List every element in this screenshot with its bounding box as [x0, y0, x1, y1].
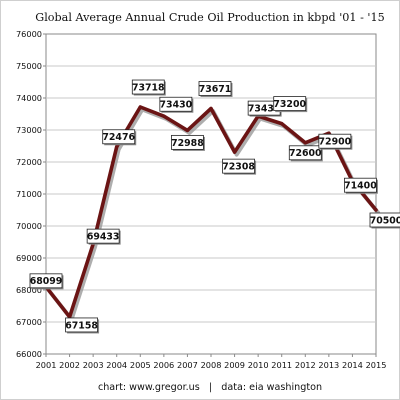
data-label-text: 72308: [222, 162, 255, 173]
data-label-text: 73718: [132, 82, 165, 93]
data-label-box: [102, 129, 136, 145]
data-label-box: [369, 212, 400, 228]
data-label-box: [86, 228, 120, 244]
x-tick-label: 2009: [224, 360, 245, 370]
x-tick-label: 2010: [248, 360, 269, 370]
data-label: 73200: [273, 96, 308, 113]
data-label-box: [318, 133, 352, 149]
x-tick-label: 2007: [177, 360, 198, 370]
data-label: 67158: [65, 317, 100, 334]
data-point: [162, 114, 166, 118]
data-point: [209, 106, 213, 111]
data-label: 73430: [159, 96, 194, 113]
y-tick-label: 72000: [16, 157, 42, 167]
data-point: [374, 208, 378, 212]
data-point: [115, 145, 119, 149]
x-tick-label: 2013: [318, 360, 339, 370]
data-label: 72900: [318, 133, 353, 150]
data-label-text: 72988: [171, 138, 204, 149]
data-label-box: [29, 273, 63, 289]
data-label-text: 72600: [289, 148, 322, 159]
data-label-text: 69433: [87, 232, 120, 243]
data-label-text: 73671: [199, 84, 232, 95]
data-label: 72476: [102, 129, 137, 146]
data-label-text: 70500: [370, 215, 400, 226]
data-label-text: 72900: [319, 137, 352, 148]
chart-credit: chart: www.gregor.us | data: eia washing…: [98, 382, 322, 393]
data-label-box: [344, 177, 377, 193]
data-label-text: 73200: [273, 99, 306, 110]
data-label-box: [159, 96, 193, 112]
data-label: 72600: [288, 145, 323, 162]
y-tick-label: 75000: [16, 61, 42, 71]
data-labels: 68099 67158 69433 72476 73718 73430 72988 73671…: [29, 79, 400, 334]
x-tick-label: 2004: [106, 360, 127, 370]
data-point: [280, 122, 284, 126]
x-tick-label: 2012: [295, 360, 316, 370]
x-tick-label: 2003: [83, 360, 104, 370]
data-label-box: [198, 81, 232, 96]
data-label-box: [288, 145, 322, 161]
y-tick-label: 73000: [16, 125, 42, 135]
x-tick-label: 2008: [201, 360, 222, 370]
x-tick-label: 2015: [366, 360, 387, 370]
data-label-text: 67158: [65, 320, 98, 331]
data-point: [232, 150, 237, 154]
y-tick-label: 74000: [16, 93, 42, 103]
data-label: 73718: [131, 79, 166, 96]
data-label-box: [131, 79, 165, 95]
y-tick-label: 70000: [16, 221, 42, 231]
data-label-text: 72476: [102, 132, 135, 143]
y-tick-label: 71000: [16, 189, 42, 199]
data-label-box: [222, 158, 255, 174]
data-label: 71400: [344, 177, 378, 194]
data-label-box: [273, 96, 307, 111]
data-label-text: 68099: [30, 276, 63, 287]
y-tick-label: 69000: [16, 253, 42, 263]
data-point: [303, 141, 307, 145]
y-tick-label: 68000: [16, 285, 42, 295]
data-label-box: [65, 317, 98, 333]
y-tick-label: 66000: [16, 349, 42, 359]
data-label: 73434: [247, 100, 282, 117]
data-label-text: 73430: [160, 100, 193, 111]
data-label: 69433: [86, 228, 121, 245]
x-tick-label: 2001: [36, 360, 57, 370]
data-label-box: [171, 134, 204, 150]
data-point: [138, 105, 142, 109]
data-label: 72988: [171, 134, 205, 151]
x-tick-label: 2006: [153, 360, 174, 370]
y-tick-label: 67000: [16, 317, 42, 327]
data-point: [185, 128, 190, 132]
data-label: 70500: [369, 212, 400, 229]
data-label-text: 71400: [344, 181, 377, 192]
x-tick-label: 2005: [130, 360, 151, 370]
data-label: 73671: [198, 81, 233, 98]
data-label: 68099: [29, 273, 64, 290]
y-tick-label: 76000: [16, 29, 42, 39]
x-tick-label: 2011: [271, 360, 292, 370]
data-label-text: 73434: [248, 104, 281, 115]
data-label: 72308: [222, 158, 257, 175]
x-tick-label: 2014: [342, 360, 363, 370]
x-tick-label: 2002: [59, 360, 80, 370]
chart-title: Global Average Annual Crude Oil Producti…: [35, 11, 384, 24]
